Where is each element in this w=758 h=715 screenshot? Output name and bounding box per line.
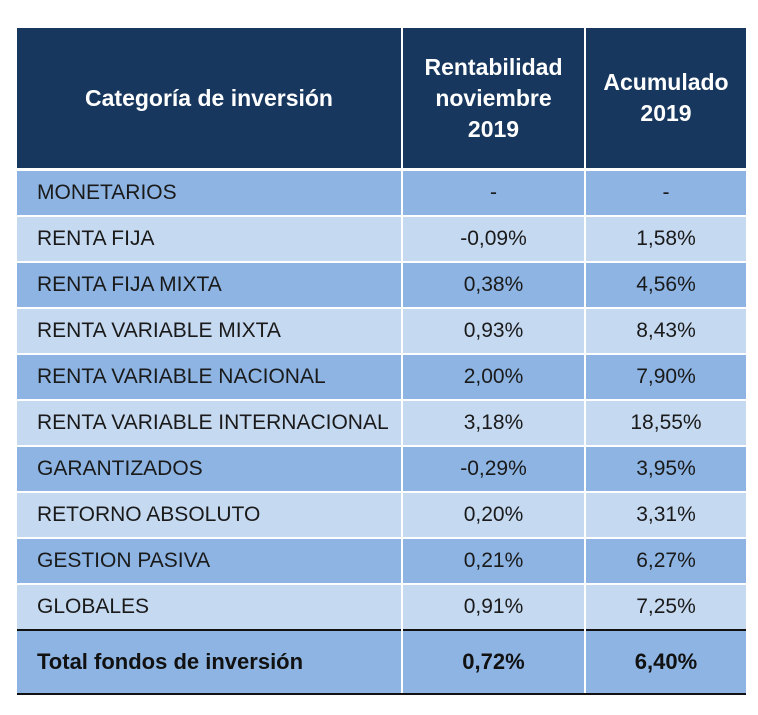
header-row: Categoría de inversión Rentabilidad novi… (17, 28, 746, 170)
total-month-return: 0,72% (401, 629, 585, 695)
header-category: Categoría de inversión (17, 28, 402, 170)
row-ytd-return: 3,31% (584, 491, 746, 538)
row-category: RENTA FIJA (17, 215, 402, 262)
header-month-return: Rentabilidad noviembre 2019 (401, 28, 585, 170)
table-row: RETORNO ABSOLUTO 0,20% 3,31% (17, 491, 746, 538)
row-category: RENTA VARIABLE INTERNACIONAL (17, 399, 402, 446)
row-category: RETORNO ABSOLUTO (17, 491, 402, 538)
row-category: RENTA VARIABLE MIXTA (17, 307, 402, 354)
total-category: Total fondos de inversión (17, 629, 402, 695)
header-ytd-line: Acumulado (603, 69, 729, 95)
row-month-return: 0,38% (401, 261, 585, 308)
header-ytd-line: 2019 (640, 100, 692, 126)
row-month-return: - (401, 168, 585, 216)
header-month-line: noviembre (435, 84, 552, 111)
row-ytd-return: 18,55% (584, 399, 746, 446)
table-row: MONETARIOS - - (17, 168, 746, 216)
row-category: MONETARIOS (17, 168, 402, 216)
table-row: RENTA FIJA -0,09% 1,58% (17, 215, 746, 262)
row-ytd-return: 7,25% (584, 583, 746, 630)
row-month-return: 0,21% (401, 537, 585, 584)
table-row: GESTION PASIVA 0,21% 6,27% (17, 537, 746, 584)
row-ytd-return: 4,56% (584, 261, 746, 308)
row-category: GARANTIZADOS (17, 445, 402, 492)
investment-returns-table: Categoría de inversión Rentabilidad novi… (17, 28, 746, 695)
header-month-line: Rentabilidad (424, 53, 563, 80)
row-month-return: 0,93% (401, 307, 585, 354)
row-month-return: -0,09% (401, 215, 585, 262)
row-category: RENTA FIJA MIXTA (17, 261, 402, 308)
table-row: RENTA VARIABLE MIXTA 0,93% 8,43% (17, 307, 746, 354)
row-month-return: -0,29% (401, 445, 585, 492)
row-ytd-return: 6,27% (584, 537, 746, 584)
row-ytd-return: 1,58% (584, 215, 746, 262)
header-month-line: 2019 (467, 115, 520, 142)
row-month-return: 0,20% (401, 491, 585, 538)
row-ytd-return: 7,90% (584, 353, 746, 400)
header-ytd-return: Acumulado 2019 (584, 28, 746, 170)
row-category: GESTION PASIVA (17, 537, 402, 584)
row-ytd-return: - (584, 168, 746, 216)
row-month-return: 0,91% (401, 583, 585, 630)
table-row: GARANTIZADOS -0,29% 3,95% (17, 445, 746, 492)
row-category: RENTA VARIABLE NACIONAL (17, 353, 402, 400)
table-row: RENTA VARIABLE INTERNACIONAL 3,18% 18,55… (17, 399, 746, 446)
total-row: Total fondos de inversión 0,72% 6,40% (17, 629, 746, 695)
row-ytd-return: 8,43% (584, 307, 746, 354)
row-category: GLOBALES (17, 583, 402, 630)
total-ytd-return: 6,40% (584, 629, 746, 695)
table-row: RENTA FIJA MIXTA 0,38% 4,56% (17, 261, 746, 308)
table-row: GLOBALES 0,91% 7,25% (17, 583, 746, 630)
row-ytd-return: 3,95% (584, 445, 746, 492)
table-row: RENTA VARIABLE NACIONAL 2,00% 7,90% (17, 353, 746, 400)
row-month-return: 3,18% (401, 399, 585, 446)
row-month-return: 2,00% (401, 353, 585, 400)
